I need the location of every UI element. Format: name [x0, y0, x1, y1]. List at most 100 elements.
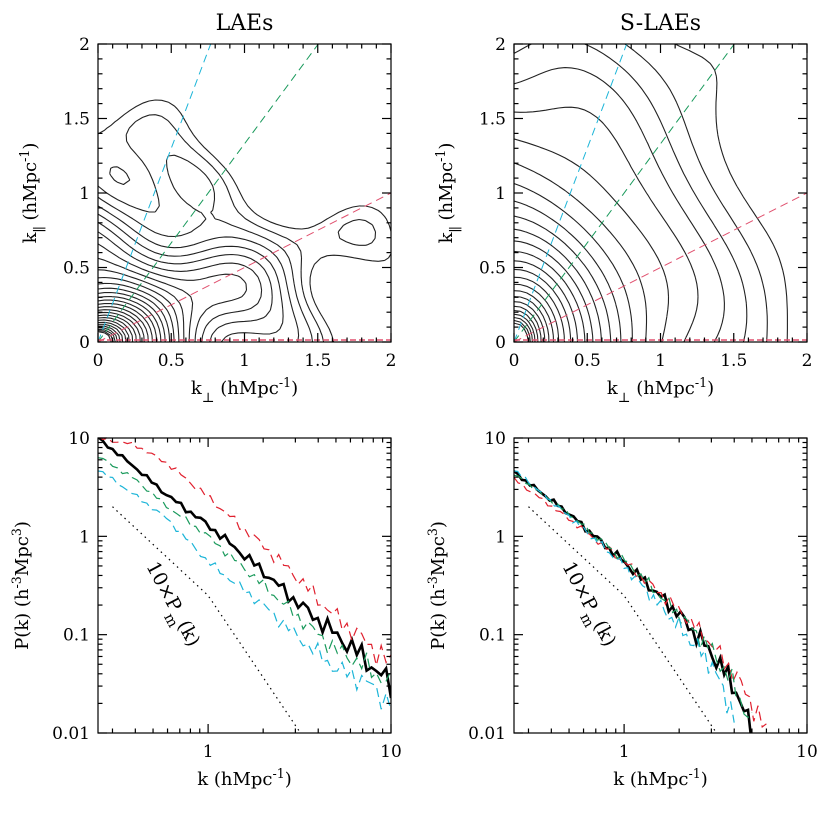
- y-tick-label: 1.5: [479, 110, 506, 130]
- series-total: [98, 438, 391, 699]
- contour-level-13: [98, 291, 166, 342]
- series-cyan: [514, 470, 735, 723]
- contour-level-11: [514, 240, 594, 342]
- ticks: [97, 43, 392, 343]
- series-red: [514, 477, 767, 729]
- x-axis-label: k⊥ (hMpc-1): [607, 375, 714, 407]
- contour-level-9: [98, 269, 185, 342]
- contour-level-6: [98, 231, 263, 342]
- contour-level-10: [514, 228, 603, 342]
- contour-level-21: [98, 317, 134, 342]
- y-tick-label: 2: [495, 35, 506, 55]
- annotation-matter-power: 10×Pm(k): [551, 558, 620, 654]
- contour-level-4: [514, 106, 699, 342]
- contour-level-12: [514, 250, 586, 342]
- x-tick-label: 1: [239, 351, 250, 371]
- contour-level-23: [514, 316, 533, 342]
- x-tick-label: 1.5: [304, 351, 331, 371]
- contour-area: [514, 44, 807, 342]
- y-tick-label: 0.5: [63, 259, 90, 279]
- contour-level-24: [98, 323, 124, 342]
- contour-level-26: [98, 327, 118, 342]
- x-tick-label: 1: [619, 742, 630, 762]
- y-tick-label: 1: [79, 184, 90, 204]
- y-tick-label: 1.5: [63, 110, 90, 130]
- reference-line-green: [98, 44, 319, 342]
- contour-level-25: [514, 322, 529, 342]
- contour-area: [98, 44, 391, 342]
- x-tick-label: 0.5: [158, 351, 185, 371]
- y-tick-label: 0.1: [479, 626, 506, 646]
- x-tick-label: 10: [796, 742, 818, 762]
- contour-level-28: [98, 330, 114, 342]
- contour-level-1: [98, 114, 377, 342]
- contour-level-17: [98, 306, 149, 342]
- plot-frame: [513, 437, 808, 734]
- ticks: [513, 43, 808, 343]
- contour-level-22: [514, 313, 536, 342]
- reference-line-green: [514, 44, 735, 342]
- x-tick-label: 0: [509, 351, 520, 371]
- panel-power-spectrum-laes: 1 10 0.01 0.1 1 10 k (hMpc-1) P(k) (h-3Mpc3) 10×…: [9, 429, 402, 790]
- contour-level-24: [514, 319, 531, 342]
- x-tick-label: 1: [655, 351, 666, 371]
- y-tick-label: 0.01: [52, 724, 90, 744]
- y-tick-label: 0.01: [468, 724, 506, 744]
- reference-line-red: [514, 192, 807, 342]
- y-axis-label: P(k) (h-3Mpc3): [425, 521, 450, 650]
- y-tick-label: 1: [495, 527, 506, 547]
- y-tick-label: 0.1: [63, 626, 90, 646]
- panel-title: LAEs: [216, 11, 274, 36]
- panel-power-spectrum-slaes: 1 10 0.01 0.1 1 10 k (hMpc-1) P(k) (h-3Mpc3) 10×…: [425, 429, 818, 790]
- series-10×P_m(k): [112, 506, 302, 733]
- contour-level-25: [98, 325, 121, 342]
- contour-level-13: [514, 260, 579, 342]
- y-tick-label: 1: [79, 527, 90, 547]
- reference-line-cyan: [514, 44, 628, 342]
- contour-level-12: [98, 287, 171, 342]
- series-total: [514, 470, 752, 733]
- panel-title: S-LAEs: [620, 11, 701, 36]
- y-tick-label: 1: [495, 184, 506, 204]
- contour-level-9: [514, 215, 612, 342]
- x-axis-label: k (hMpc-1): [613, 766, 708, 791]
- contour-level-6: [514, 162, 648, 342]
- y-tick-label: 0.5: [479, 259, 506, 279]
- series-green: [514, 474, 753, 719]
- contour-level-16: [98, 303, 153, 342]
- plot-frame: [97, 43, 392, 343]
- contour-level-15: [514, 276, 565, 342]
- annotation-matter-power: 10×Pm(k): [135, 558, 204, 654]
- y-tick-label: 2: [79, 35, 90, 55]
- x-tick-label: 0: [93, 351, 104, 371]
- y-axis-label: k∥ (hMpc-1): [17, 143, 49, 244]
- contour-level-7: [98, 243, 248, 342]
- x-tick-label: 1: [203, 742, 214, 762]
- x-tick-label: 2: [802, 351, 813, 371]
- contour-level-2: [514, 44, 748, 342]
- reference-line-red: [98, 192, 391, 342]
- contour-level-4: [98, 213, 284, 342]
- contour-level-19: [514, 301, 546, 342]
- series-green: [98, 457, 391, 684]
- y-axis-label: P(k) (h-3Mpc3): [9, 521, 34, 650]
- contour-level-27: [98, 328, 116, 342]
- contour-level-17: [514, 290, 555, 342]
- series-cyan: [98, 470, 391, 711]
- plot-frame: [97, 437, 392, 734]
- y-tick-label: 10: [68, 429, 90, 449]
- contour-level-5: [514, 138, 670, 342]
- reference-line-cyan: [98, 44, 212, 342]
- contour-level-0: [98, 99, 391, 342]
- series-red: [99, 438, 391, 666]
- x-tick-label: 1.5: [720, 351, 747, 371]
- contour-level-0: [674, 44, 788, 342]
- plot-area: [98, 438, 391, 733]
- contour-level-29: [98, 331, 112, 342]
- ticks: [98, 437, 392, 734]
- contour-level-11: [98, 282, 175, 342]
- panel-contour-slaes: 0 0.5 1 1.5 2 0 0.5 1 1.5 2 S-LAEs k⊥ (hMpc-1) k∥ (h…: [433, 11, 813, 406]
- contour-level-8: [98, 257, 194, 342]
- contour-level-5: [98, 221, 273, 342]
